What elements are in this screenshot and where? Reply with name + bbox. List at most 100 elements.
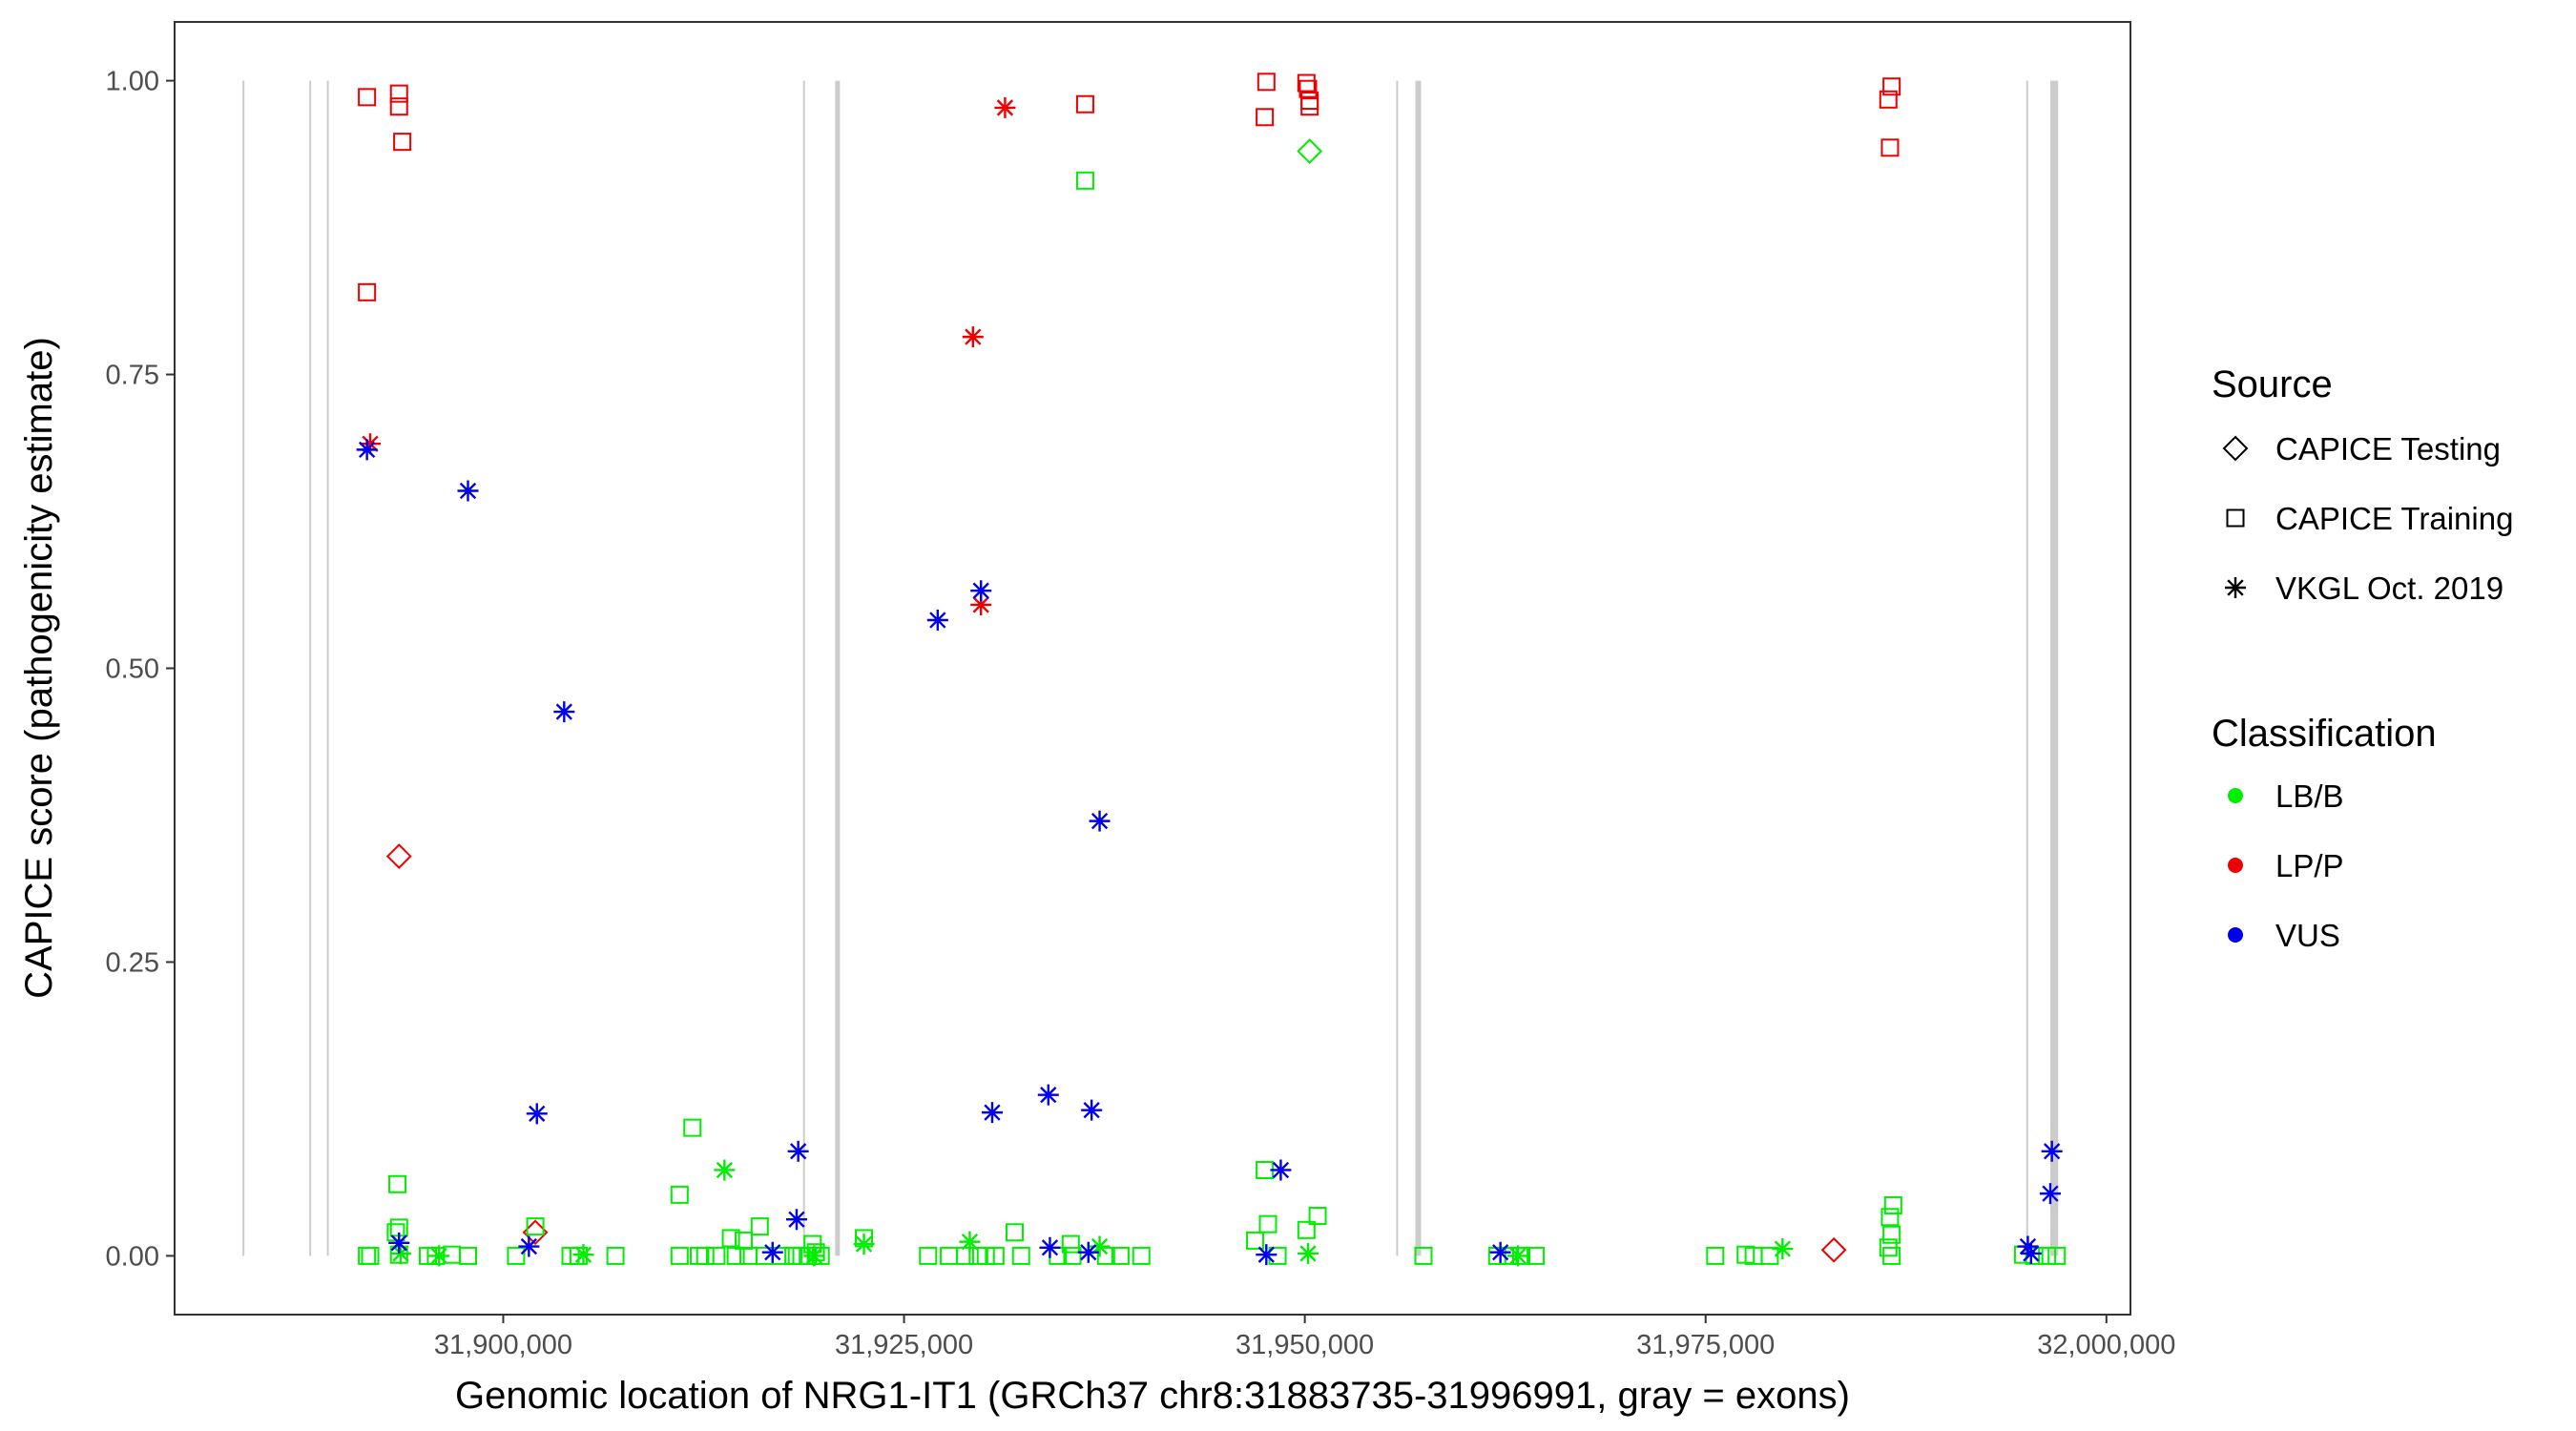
data-point [1298,79,1318,98]
legend-source-title: Source [2212,363,2333,405]
data-point [361,1246,380,1265]
exon-line [242,80,245,1256]
legend-source-key [2226,508,2245,528]
data-point [721,1229,740,1248]
data-point [670,1246,689,1265]
data-point [1772,1238,1794,1260]
exon-line [1396,80,1399,1256]
data-point [696,1246,715,1265]
exon-line [326,80,329,1256]
legend-source-label: CAPICE Testing [2275,431,2501,467]
data-point [1081,1099,1103,1121]
data-point [853,1234,875,1255]
exon-lines [242,80,2059,1256]
legend-classification-title: Classification [2212,713,2437,755]
legend-class-key [2228,788,2243,803]
data-point [526,1103,548,1125]
data-point [714,1159,736,1181]
data-point [1880,1208,1900,1227]
data-point [1037,1084,1059,1106]
data-point [1297,73,1316,93]
legend-source-item: CAPICE Testing [2222,431,2501,467]
data-point [389,84,408,103]
data-point [518,1235,540,1257]
exon-line [309,80,312,1256]
exon-line [802,80,805,1256]
data-point [670,1185,689,1204]
y-tick-label: 0.00 [106,1241,159,1272]
data-point [1256,108,1275,127]
data-point [1077,1241,1099,1263]
y-tick-label: 0.50 [106,654,159,685]
data-point [1489,1241,1511,1263]
data-point [569,1246,588,1265]
data-point [1297,1242,1319,1264]
exon-line [835,80,841,1256]
x-tick-label: 32,000,000 [2037,1330,2175,1360]
legend-source-label: CAPICE Training [2275,501,2513,536]
data-point [1879,90,1898,109]
data-point [761,1241,783,1263]
data-point [1258,1214,1278,1234]
data-point [358,282,377,301]
data-point [1075,171,1094,190]
data-point [1246,1231,1265,1250]
exon-line [2025,80,2028,1256]
legend-class-label: VUS [2275,918,2340,953]
y-tick-label: 0.25 [106,947,159,978]
data-point [994,96,1016,118]
data-point [1039,1236,1061,1258]
legend-class-label: LP/P [2275,848,2344,883]
data-point [388,1174,407,1193]
data-point [1760,1246,1779,1265]
data-point [507,1246,526,1265]
data-point [1089,810,1111,832]
data-point [1880,138,1900,157]
data-point [1011,1246,1030,1265]
data-point [1883,1195,1902,1214]
data-point [1297,138,1323,164]
data-point [2025,1246,2044,1265]
data-point [1820,1236,1847,1263]
data-point [981,1102,1003,1124]
exon-line [2049,80,2059,1256]
data-point [2020,1242,2042,1264]
x-tick-label: 31,950,000 [1236,1330,1374,1360]
data-point [1268,1246,1287,1265]
y-tick-label: 0.75 [106,361,159,391]
data-point [356,439,378,461]
data-point [1882,1225,1901,1244]
data-point [606,1246,625,1265]
data-point [976,1246,995,1265]
legend-source-key [2225,577,2246,598]
data-points [356,73,2067,1267]
data-point [1061,1234,1080,1254]
data-point [1308,1207,1327,1226]
y-axis-title: CAPICE score (pathogenicity estimate) [18,337,60,999]
data-point [926,609,948,631]
data-point [1300,97,1319,116]
legend-source-entries: CAPICE Testing CAPICE Training VKGL Oct. 2… [2222,431,2513,606]
data-point [526,1217,545,1236]
legend-class-item: LP/P [2228,848,2344,883]
data-point [1111,1246,1130,1265]
x-tick-label: 31,975,000 [1636,1330,1775,1360]
data-point [457,480,479,502]
data-point [1297,1220,1316,1239]
data-point [389,1242,411,1264]
x-tick-label: 31,900,000 [434,1330,572,1360]
data-point [2017,1235,2039,1257]
legend: Source CAPICE Testing CAPICE Training VKGL… [2212,363,2513,953]
data-point [803,1245,825,1267]
data-point [970,580,992,602]
data-point [919,1246,938,1265]
data-point [1257,73,1276,92]
data-point [787,1140,809,1162]
data-point [750,1217,769,1236]
data-point [1706,1246,1725,1265]
data-point [428,1245,450,1267]
data-point [1063,1246,1082,1265]
data-point [1882,1246,1901,1265]
